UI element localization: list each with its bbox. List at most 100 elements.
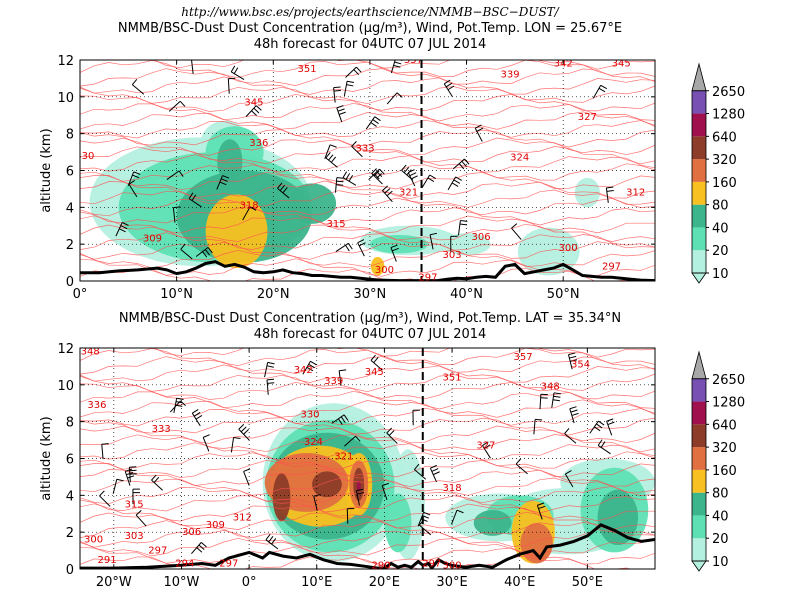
wind-barb-flag [606, 190, 614, 192]
wind-barb-flag [460, 220, 468, 222]
panel2-colorbar-segment [692, 515, 706, 539]
panel1-wind-barb [216, 175, 230, 190]
panel2-isentrope-label: 312 [233, 512, 252, 523]
wind-barb-staff [151, 479, 163, 491]
panel2-isentrope-line [80, 485, 655, 505]
panel2-ytick-label: 2 [66, 526, 74, 541]
panel2-isentrope-line [80, 364, 655, 383]
wind-barb-staff [344, 435, 356, 447]
panel1-isentrope-label: 303 [443, 250, 462, 261]
panel1-colorbar-label: 80 [712, 199, 729, 214]
wind-barb-flag [191, 58, 198, 59]
wind-barb-flag [188, 192, 194, 199]
panel1-ytick-label: 2 [66, 238, 74, 253]
panel2-title-line2: 48h forecast for 04UTC 07 JUL 2014 [253, 327, 487, 342]
wind-barb-staff [536, 505, 543, 520]
wind-barb-flag [451, 182, 459, 187]
wind-barb-staff [131, 84, 145, 95]
wind-barb-staff [313, 495, 318, 511]
panel1-isentrope-label: 318 [240, 200, 259, 211]
panel2-isentrope-line [80, 537, 655, 557]
wind-barb-flag [370, 122, 377, 127]
wind-barb-staff [342, 177, 357, 186]
wind-barb-flag [476, 127, 484, 132]
panel2-isentrope-line [153, 348, 655, 358]
wind-barb-flag [336, 184, 344, 186]
panel1-isentrope-line [80, 85, 655, 105]
wind-barb-flag [393, 64, 401, 68]
panel1-isentrope-label: 339 [500, 70, 519, 81]
panel1-colorbar-label: 640 [712, 130, 737, 145]
panel2-xtick-label: 40°E [504, 575, 535, 590]
wind-barb-staff [597, 444, 611, 455]
panel2-isentrope-label: 354 [571, 360, 590, 371]
panel1-isentrope-label: 321 [399, 188, 418, 199]
panel2-colorbar-label: 40 [712, 509, 729, 524]
panel1-isentrope-line [153, 60, 655, 70]
panel2-ytick-label: 8 [66, 416, 74, 431]
wind-barb-flag [220, 178, 228, 182]
wind-barb-flag [370, 354, 376, 361]
panel1-isentrope-label: 315 [327, 219, 346, 230]
wind-barb-flag [607, 421, 615, 426]
wind-barb-flag [243, 468, 251, 472]
panel2-isentrope-label: 291 [98, 555, 117, 566]
panel1-wind-barb [115, 222, 129, 237]
panel2-isentrope-label: 306 [182, 527, 201, 538]
wind-barb-flag [282, 187, 288, 194]
wind-barb-staff [429, 234, 434, 250]
panel2-isentrope-line [80, 529, 655, 548]
panel2-wind-barb [381, 482, 389, 500]
wind-barb-flag [203, 434, 210, 438]
wind-barb-flag [459, 223, 467, 226]
wind-barb-staff [335, 242, 349, 252]
panel2-wind-barb [481, 441, 491, 459]
panel2-wind-barb [412, 409, 420, 426]
wind-barb-flag [204, 249, 210, 256]
wind-barb-staff [168, 100, 181, 112]
panel2-xtick-label: 10°W [164, 575, 200, 590]
panel2-colorbar-segment [692, 401, 706, 425]
panel2-dust-area [312, 471, 342, 498]
panel2-dust-area [473, 510, 512, 536]
panel2-wind-barb [551, 392, 561, 408]
wind-barb-flag [339, 369, 347, 372]
wind-barb-flag [101, 443, 109, 445]
panel1-ylabel: altitude (km) [39, 128, 54, 212]
wind-barb-flag [230, 65, 236, 73]
wind-barb-flag [328, 154, 334, 161]
panel2-isentrope-label: 336 [87, 400, 106, 411]
panel2-dust-area [384, 493, 412, 553]
wind-barb-staff [264, 362, 269, 378]
panel2-wind-barb [238, 423, 250, 441]
panel1-wind-barb [336, 105, 346, 123]
wind-barb-staff [606, 421, 613, 436]
panel2-wind-barb [135, 510, 147, 527]
wind-barb-flag [564, 427, 570, 434]
panel2-wind-barb [564, 427, 577, 444]
wind-barb-flag [333, 86, 341, 89]
wind-barb-staff [592, 85, 602, 99]
wind-barb-flag [347, 80, 355, 83]
panel1-isentrope-line [80, 93, 655, 112]
panel2-ylabel: altitude (km) [39, 416, 54, 500]
panel1-isentrope-line [80, 129, 655, 148]
wind-barb-flag [598, 420, 605, 426]
panel1-wind-barb [335, 177, 344, 193]
panel2-wind-barb [112, 478, 124, 494]
panel2-isentrope-line [80, 434, 655, 453]
source-url: http://www.bsc.es/projects/earthscience/… [181, 5, 559, 19]
wind-barb-staff [101, 444, 104, 460]
wind-barb-flag [373, 357, 379, 363]
panel2-colorbar-label: 2650 [712, 373, 745, 388]
panel2-isentrope-label: 348 [81, 347, 100, 358]
panel1-ytick-label: 8 [66, 128, 74, 143]
wind-barb-flag [597, 439, 603, 446]
wind-barb-flag [461, 160, 467, 167]
wind-barb-flag [598, 87, 606, 93]
wind-barb-flag [219, 181, 227, 186]
wind-barb-flag [243, 429, 249, 435]
panel1-isentrope-label: 345 [244, 97, 263, 108]
wind-barb-staff [370, 359, 383, 371]
panel2-colorbar-segment [692, 447, 706, 470]
